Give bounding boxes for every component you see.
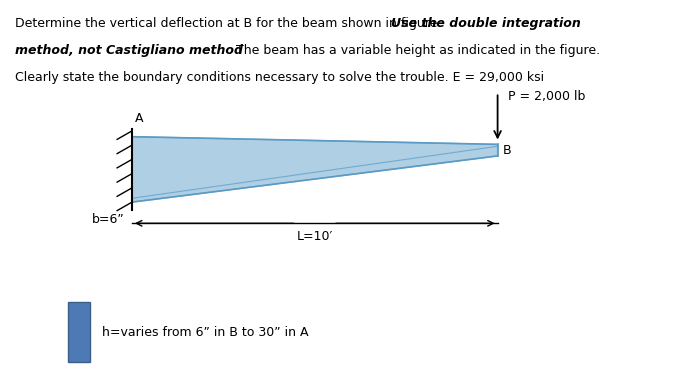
Text: . The beam has a variable height as indicated in the figure.: . The beam has a variable height as indi…	[228, 44, 600, 57]
Text: Clearly state the boundary conditions necessary to solve the trouble. E = 29,000: Clearly state the boundary conditions ne…	[15, 71, 544, 84]
Bar	[68, 302, 90, 362]
Text: P = 2,000 lb: P = 2,000 lb	[508, 90, 585, 104]
Text: method, not Castigliano method: method, not Castigliano method	[15, 44, 243, 57]
Text: b=6”: b=6”	[91, 213, 124, 226]
Text: B: B	[503, 144, 512, 157]
Text: Determine the vertical deflection at B for the beam shown in figure.: Determine the vertical deflection at B f…	[15, 17, 445, 30]
Polygon shape	[132, 137, 498, 202]
Text: h=varies from 6” in B to 30” in A: h=varies from 6” in B to 30” in A	[102, 326, 309, 338]
Text: L=10′: L=10′	[297, 230, 333, 243]
Text: A: A	[135, 112, 144, 125]
Text: Use the double integration: Use the double integration	[391, 17, 581, 30]
